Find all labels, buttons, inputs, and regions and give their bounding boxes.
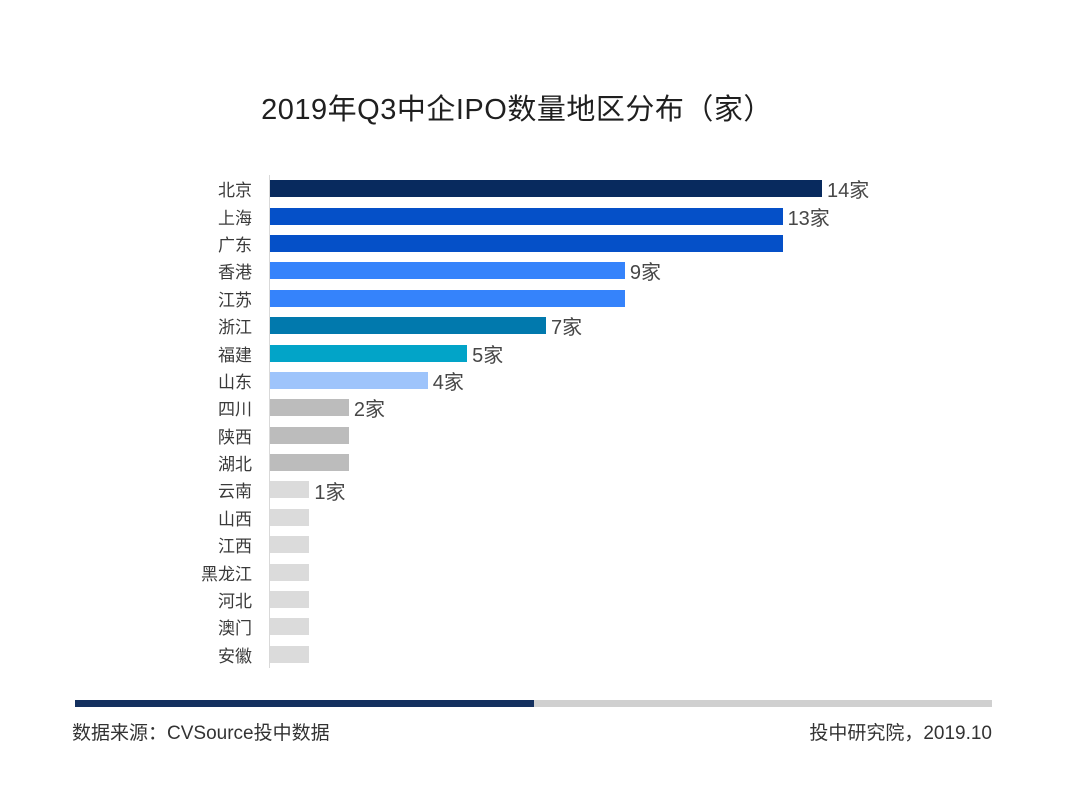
bar (270, 563, 310, 581)
value-label: 2家 (353, 399, 385, 422)
bar-cell (269, 613, 1080, 641)
bar-chart: 北京 14家 上海 13家 广东 香港 9家 江苏 浙江 7家 福建 5家 山东 4家 四川 2家 陕西 湖北 云南… (0, 175, 1080, 669)
category-label: 上海 (218, 208, 252, 228)
chart-row: 陕西 (0, 421, 1080, 449)
footer-source: 数据来源：CVSource投中数据 (72, 723, 330, 744)
bar (270, 344, 468, 362)
value-label: 4家 (432, 371, 464, 394)
bar-cell: 1家 (269, 476, 1080, 504)
category-label: 山西 (218, 509, 252, 529)
category-label: 澳门 (218, 619, 252, 639)
bar (270, 591, 310, 609)
value-label: 5家 (472, 344, 504, 367)
bar-cell (269, 284, 1080, 312)
category-label: 山东 (218, 372, 252, 392)
chart-row: 广东 (0, 229, 1080, 258)
chart-row: 河北 (0, 585, 1080, 614)
bar (270, 618, 310, 636)
bar-cell: 4家 (269, 366, 1080, 395)
chart-row: 安徽 (0, 640, 1080, 669)
chart-row: 上海 13家 (0, 202, 1080, 230)
chart-row: 福建 5家 (0, 339, 1080, 367)
bar-cell: 13家 (269, 202, 1080, 230)
bar (270, 262, 625, 280)
category-label: 四川 (218, 400, 252, 420)
bar (270, 645, 310, 663)
bar (270, 289, 625, 307)
bar (270, 536, 310, 554)
chart-title: 2019年Q3中企IPO数量地区分布（家） (261, 94, 773, 126)
footer-divider (75, 700, 992, 707)
chart-row: 北京 14家 (0, 175, 1080, 203)
bar-cell (269, 531, 1080, 559)
bar-cell (269, 558, 1080, 586)
bar-cell: 9家 (269, 257, 1080, 285)
value-label: 1家 (314, 481, 346, 504)
bar (270, 371, 428, 389)
bar-cell (269, 229, 1080, 258)
category-label: 黑龙江 (201, 564, 252, 584)
divider-progress-bar (75, 700, 534, 707)
bar-cell (269, 640, 1080, 669)
bar-cell (269, 421, 1080, 449)
bar (270, 180, 822, 198)
bar-cell: 7家 (269, 311, 1080, 340)
bar-cell: 2家 (269, 394, 1080, 422)
category-label: 云南 (218, 482, 252, 502)
category-label: 安徽 (218, 646, 252, 666)
value-label: 14家 (827, 180, 870, 203)
chart-row: 黑龙江 (0, 558, 1080, 586)
value-label: 9家 (629, 262, 661, 285)
category-label: 北京 (218, 181, 252, 201)
category-label: 湖北 (218, 455, 252, 475)
chart-row: 江西 (0, 531, 1080, 559)
chart-row: 江苏 (0, 284, 1080, 312)
chart-row: 澳门 (0, 613, 1080, 641)
bar-cell: 5家 (269, 339, 1080, 367)
bar (270, 207, 783, 225)
value-label: 7家 (551, 317, 583, 340)
chart-row: 山东 4家 (0, 366, 1080, 395)
chart-row: 浙江 7家 (0, 311, 1080, 340)
category-label: 香港 (218, 263, 252, 283)
chart-row: 云南 1家 (0, 476, 1080, 504)
footer: 数据来源：CVSource投中数据 投中研究院，2019.10 (72, 718, 992, 745)
chart-row: 香港 9家 (0, 257, 1080, 285)
bar (270, 399, 349, 417)
bar-cell (269, 448, 1080, 477)
bar-cell (269, 503, 1080, 532)
bar-cell: 14家 (269, 175, 1080, 203)
bar (270, 481, 310, 499)
chart-row: 四川 2家 (0, 394, 1080, 422)
category-label: 广东 (218, 235, 252, 255)
bar (270, 317, 546, 335)
value-label: 13家 (787, 207, 830, 230)
chart-row: 山西 (0, 503, 1080, 532)
bar (270, 426, 349, 444)
bar (270, 234, 783, 252)
category-label: 江苏 (218, 290, 252, 310)
bar (270, 454, 349, 472)
bar-cell (269, 585, 1080, 614)
category-label: 陕西 (218, 427, 252, 447)
bar (270, 508, 310, 526)
category-label: 福建 (218, 345, 252, 365)
footer-publisher: 投中研究院，2019.10 (809, 723, 992, 744)
category-label: 江西 (218, 537, 252, 557)
category-label: 浙江 (218, 318, 252, 338)
chart-row: 湖北 (0, 448, 1080, 477)
category-label: 河北 (218, 592, 252, 612)
